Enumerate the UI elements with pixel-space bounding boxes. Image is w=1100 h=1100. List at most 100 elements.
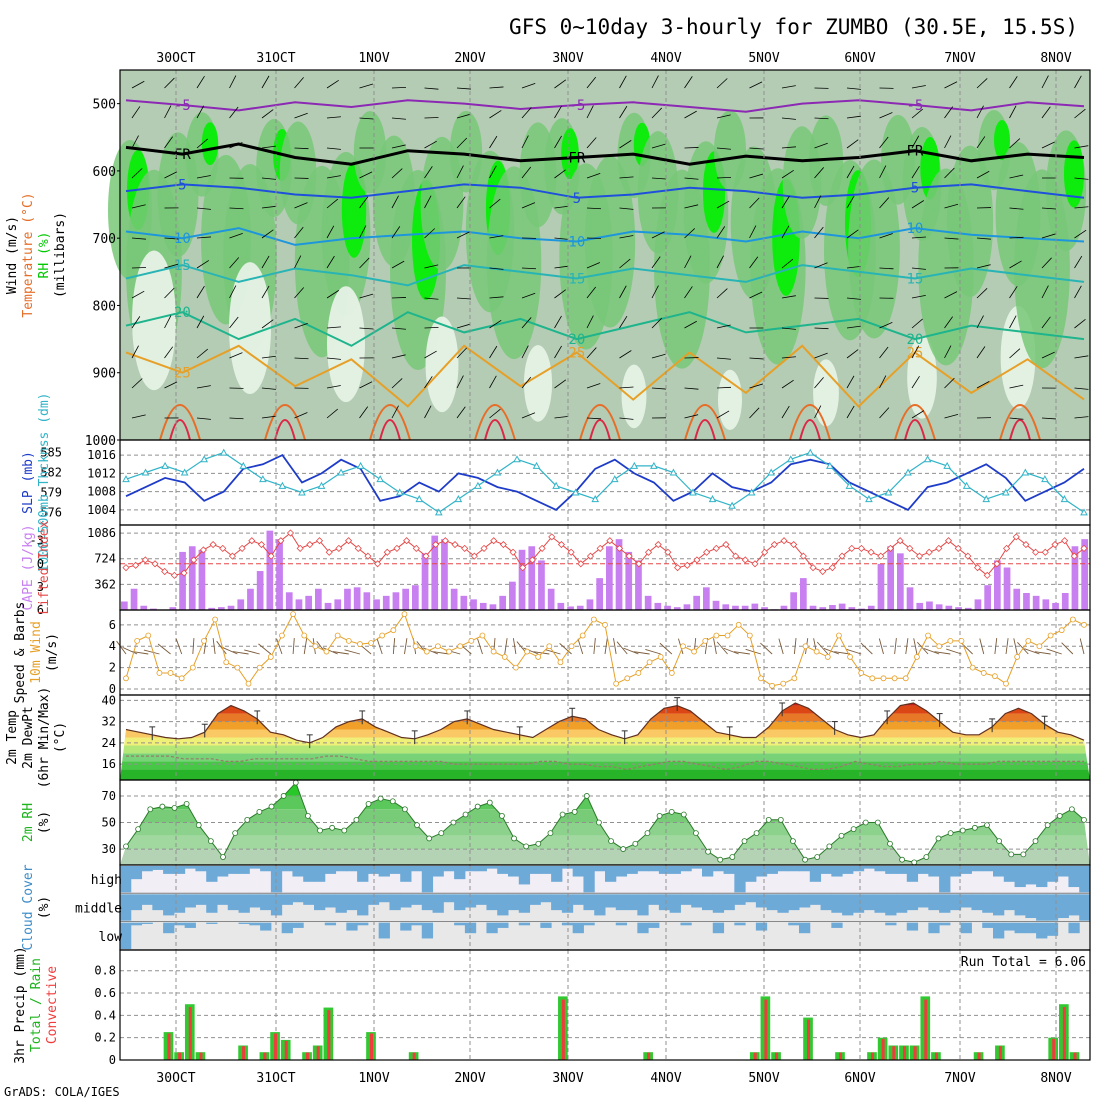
wind-barb bbox=[456, 165, 464, 179]
wind-barb bbox=[749, 256, 759, 269]
contour-label: 5 bbox=[911, 181, 919, 197]
thickness-point bbox=[161, 461, 169, 469]
lifted-index-point bbox=[180, 569, 188, 577]
cloud-middle-bar bbox=[993, 894, 1005, 916]
temperature-contour-35 bbox=[1009, 419, 1031, 441]
cloud-row-label: low bbox=[99, 930, 123, 945]
cloud-low-bar bbox=[1025, 922, 1037, 934]
thickness-point bbox=[317, 481, 326, 489]
wind-barb bbox=[261, 109, 274, 119]
precip-convective-bar bbox=[274, 1033, 278, 1060]
wind-barb bbox=[258, 643, 272, 655]
rh-point bbox=[414, 822, 420, 829]
cape-bar bbox=[693, 595, 700, 610]
cape-bar bbox=[741, 605, 749, 610]
thickness-point bbox=[806, 448, 815, 456]
cape-bar bbox=[479, 602, 487, 610]
lifted-index-point bbox=[712, 544, 720, 552]
li-tick-label: -3 bbox=[30, 534, 44, 548]
precip-convective-bar bbox=[1073, 1052, 1077, 1060]
lifted-index-point bbox=[403, 537, 411, 545]
wind-barb bbox=[586, 347, 597, 359]
wind-barb bbox=[1074, 416, 1089, 419]
lifted-index-line bbox=[125, 532, 1085, 577]
wind-barb bbox=[456, 297, 471, 300]
wind-barb bbox=[1041, 417, 1056, 420]
cloud-high-bar bbox=[939, 866, 951, 893]
wind-barb bbox=[554, 105, 562, 119]
cloud-high-bar bbox=[680, 866, 692, 872]
wind-barb bbox=[749, 81, 763, 89]
thickness-point bbox=[513, 455, 521, 463]
cape-bar bbox=[838, 603, 846, 610]
wind-barb bbox=[359, 117, 374, 120]
wind-barb bbox=[651, 107, 663, 119]
rh-point bbox=[159, 803, 166, 810]
thickness-point bbox=[962, 481, 971, 489]
rh-point bbox=[280, 793, 287, 799]
cloud-high-bar bbox=[982, 866, 994, 872]
cape-bar bbox=[547, 588, 555, 610]
rh-point bbox=[171, 804, 178, 811]
cape-bar bbox=[373, 599, 380, 610]
cloud-middle-bar bbox=[939, 894, 951, 913]
wind-barb bbox=[489, 110, 502, 119]
wind-barb bbox=[604, 638, 608, 655]
wind-barb bbox=[684, 147, 699, 149]
cloud-middle-bar bbox=[648, 894, 660, 905]
thickness-point bbox=[786, 455, 795, 463]
precip-convective-bar bbox=[839, 1052, 843, 1060]
cloud-high-bar bbox=[195, 866, 207, 872]
wind-barb bbox=[944, 135, 952, 149]
wind-barb bbox=[216, 640, 227, 655]
wind-barb bbox=[456, 87, 471, 90]
cape-bar bbox=[227, 605, 235, 610]
lifted-index-point bbox=[509, 548, 517, 556]
cloud-low-bar bbox=[648, 922, 660, 928]
cloud-low-bar bbox=[572, 922, 584, 934]
cape-bar bbox=[509, 581, 516, 610]
cloud-middle-bar bbox=[378, 894, 390, 903]
cloud-high-bar bbox=[281, 866, 293, 872]
li-tick-label: 0 bbox=[37, 557, 44, 571]
rh-point bbox=[753, 830, 760, 837]
wind-barb bbox=[424, 327, 439, 329]
cape-bar bbox=[402, 588, 409, 610]
rh-point bbox=[923, 854, 930, 860]
lifted-index-point bbox=[1041, 548, 1049, 556]
wind-speed-point bbox=[212, 616, 219, 623]
wind-barb bbox=[196, 175, 211, 179]
wind-barb bbox=[326, 408, 338, 419]
slp-line bbox=[125, 453, 1085, 512]
lifted-index-point bbox=[799, 552, 807, 560]
cloud-low-bar bbox=[120, 922, 132, 949]
rh-point bbox=[680, 811, 687, 818]
lifted-index-point bbox=[132, 561, 140, 569]
wind-barb bbox=[261, 229, 274, 239]
cloud-high-bar bbox=[723, 866, 735, 874]
wind-barb bbox=[391, 195, 399, 209]
wind-speed-point bbox=[201, 637, 207, 644]
wind-barb bbox=[175, 638, 183, 655]
wind-barb bbox=[911, 165, 920, 179]
cloud-low-bar bbox=[1003, 922, 1016, 931]
cloud-middle-bar bbox=[971, 894, 983, 911]
wind-speed-point bbox=[780, 680, 787, 687]
wind-barb bbox=[749, 173, 764, 179]
cloud-low-bar bbox=[346, 922, 358, 931]
wind-barb bbox=[196, 285, 205, 299]
cloud-high-bar bbox=[863, 866, 875, 869]
wind-barb bbox=[261, 205, 276, 209]
wind-barb bbox=[554, 315, 562, 329]
cloud-middle-bar bbox=[777, 894, 789, 913]
cloud-low-bar bbox=[421, 922, 434, 939]
rh-point bbox=[620, 846, 627, 852]
wind-barb bbox=[433, 651, 450, 655]
cape-bar bbox=[237, 599, 245, 610]
wind-barb bbox=[846, 375, 855, 389]
wind-barb bbox=[229, 142, 243, 149]
wind-barb bbox=[1041, 285, 1049, 299]
panel-label: 3hr Precip (mm) bbox=[13, 946, 28, 1063]
wind-barb bbox=[521, 292, 536, 299]
cloud-high-bar bbox=[960, 866, 972, 874]
